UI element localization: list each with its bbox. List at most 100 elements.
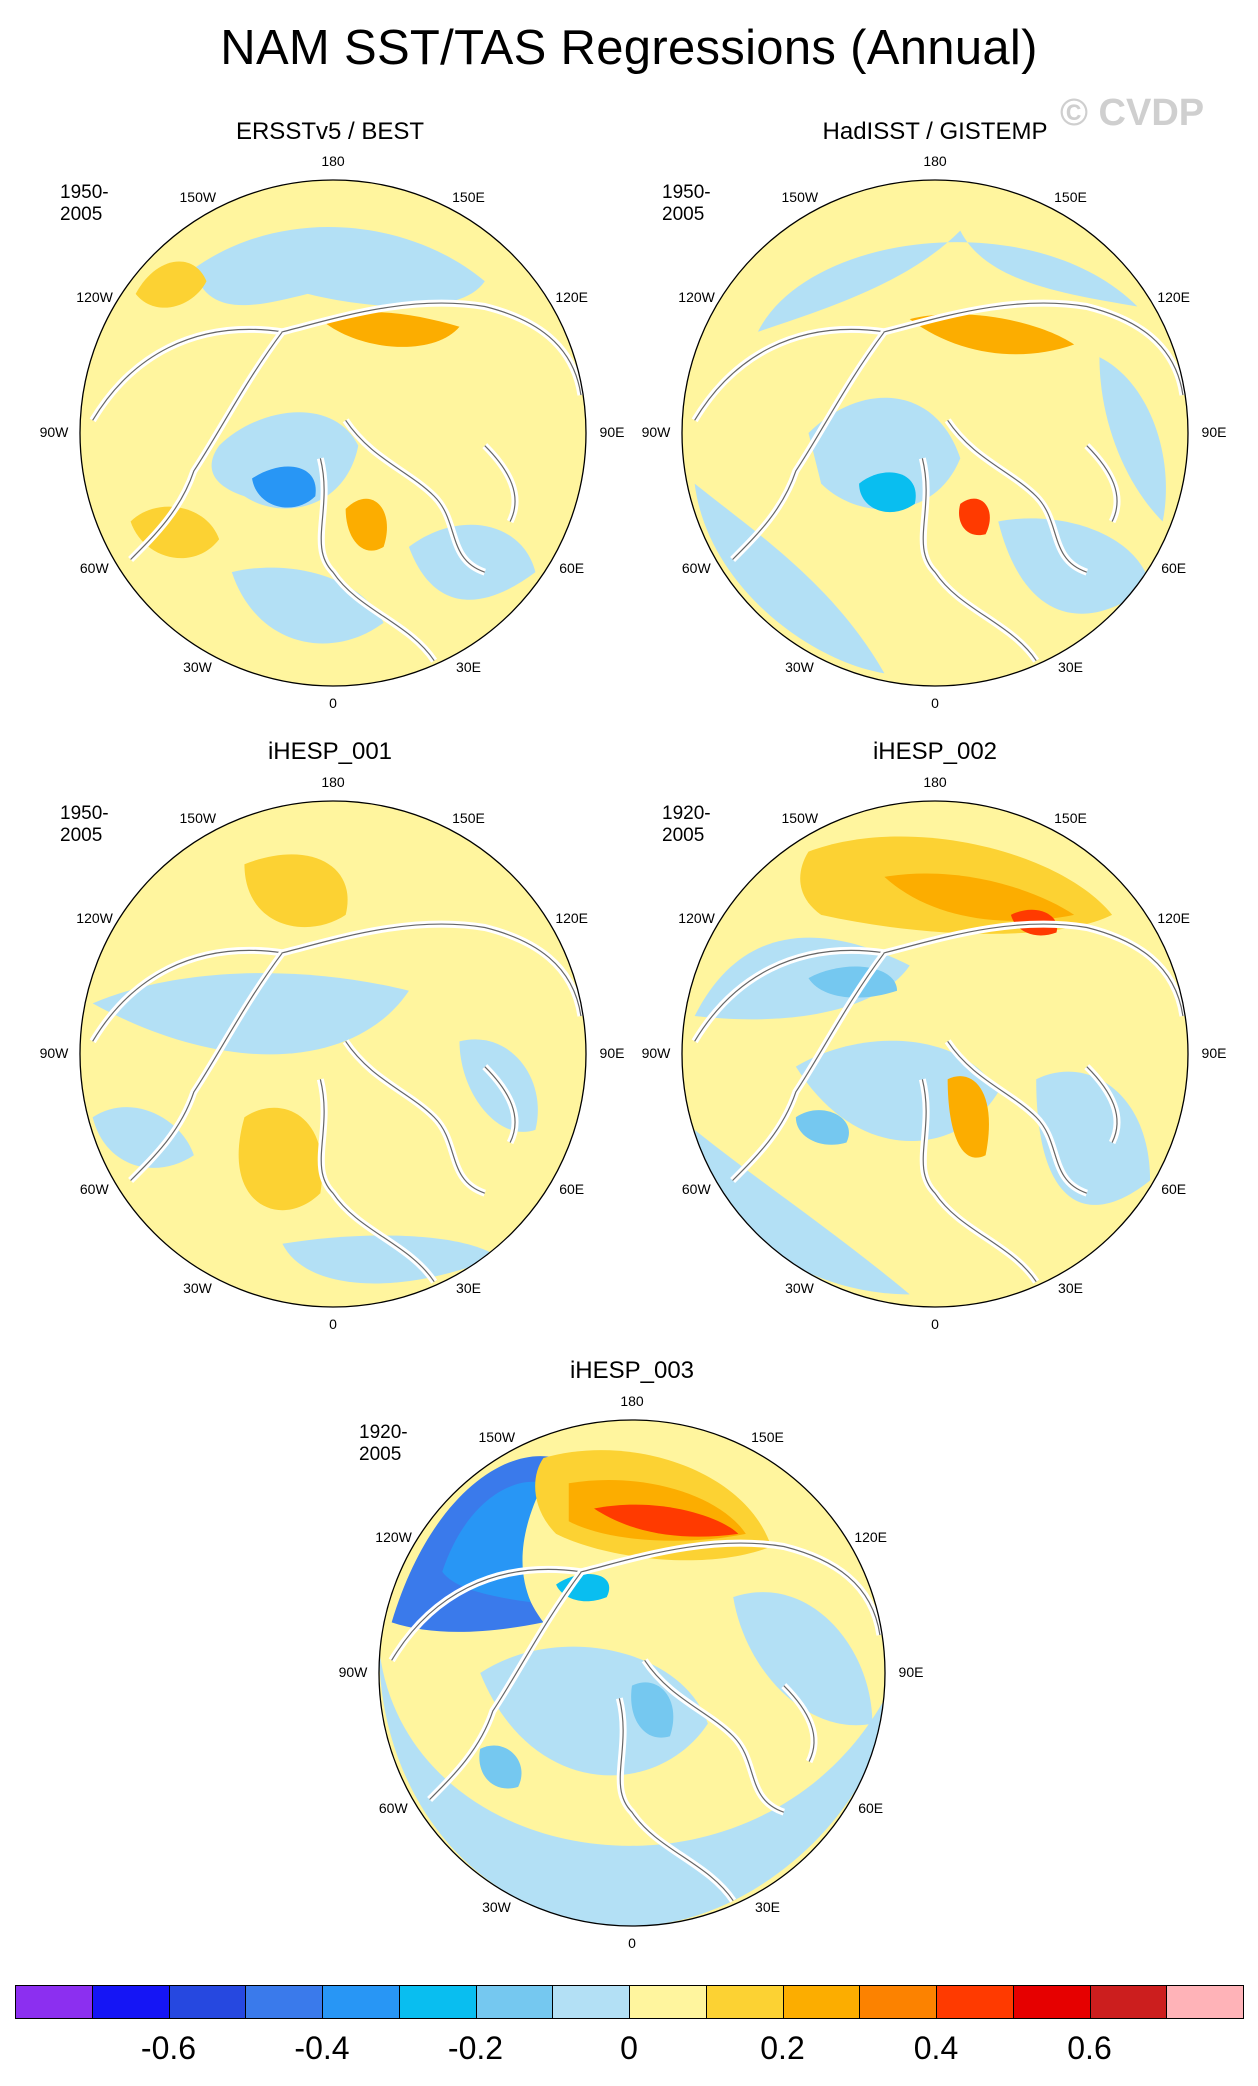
coastline-halo xyxy=(89,299,585,423)
coastline-halo xyxy=(89,920,585,1044)
longitude-label: 30W xyxy=(482,1898,511,1915)
colorbar-swatch xyxy=(629,1985,707,2019)
anomaly-region xyxy=(480,1646,708,1776)
anomaly-region xyxy=(795,1110,849,1145)
coastline-halo xyxy=(691,299,1187,423)
longitude-label: 0 xyxy=(931,695,939,711)
anomaly-region xyxy=(694,1129,910,1295)
longitude-label: 120W xyxy=(678,288,715,305)
coastline xyxy=(921,1079,1037,1283)
anomaly-region xyxy=(391,1456,557,1632)
anomaly-region xyxy=(594,1504,739,1537)
anomaly-region xyxy=(556,1573,610,1602)
colorbar-swatch xyxy=(859,1985,937,2019)
longitude-label: 120E xyxy=(1157,909,1191,926)
panel-period: 1950-2005 xyxy=(60,803,109,846)
coastline-halo xyxy=(781,1683,818,1764)
coastline xyxy=(644,1660,784,1813)
coastline-halo xyxy=(427,1569,585,1802)
coastline-halo xyxy=(482,443,519,524)
map-background xyxy=(682,801,1188,1307)
longitude-label: 180 xyxy=(321,153,345,169)
anomaly-region xyxy=(959,498,990,536)
longitude-label: 30W xyxy=(785,1279,814,1296)
longitude-label: 90E xyxy=(1201,424,1227,440)
coastline xyxy=(92,923,582,1042)
anomaly-region xyxy=(238,1107,323,1211)
coastline-halo xyxy=(316,1078,438,1284)
anomaly-region xyxy=(92,1107,194,1168)
coastline-halo xyxy=(1084,443,1121,524)
anomaly-region xyxy=(92,973,409,1055)
colorbar-swatch xyxy=(782,1985,861,2019)
coastline-halo xyxy=(944,1039,1089,1197)
longitude-label: 90E xyxy=(599,1045,625,1061)
cvdp-watermark: © CVDP xyxy=(1060,92,1205,134)
longitude-label: 90W xyxy=(641,424,671,440)
coastline-halo xyxy=(128,329,286,562)
longitude-label: 30E xyxy=(456,1279,481,1296)
coastline-halo xyxy=(482,1064,519,1145)
map-background xyxy=(682,180,1188,686)
coastline xyxy=(618,1698,734,1902)
anomaly-region xyxy=(130,506,220,559)
anomaly-region xyxy=(568,1479,746,1541)
longitude-label: 30E xyxy=(755,1898,780,1915)
anomaly-region xyxy=(1010,909,1058,936)
colorbar-tick-label: -0.4 xyxy=(294,2030,350,2066)
coastline xyxy=(484,1066,516,1143)
colorbar xyxy=(15,1985,1244,2021)
anomaly-region xyxy=(1099,357,1166,522)
map-border xyxy=(79,800,587,1308)
panel-period: 1920-2005 xyxy=(662,803,711,846)
longitude-label: 60W xyxy=(681,559,711,576)
coastline xyxy=(130,331,283,560)
anomaly-region xyxy=(193,226,485,307)
longitude-label: 120E xyxy=(555,909,589,926)
anomaly-region xyxy=(320,311,460,347)
anomaly-region xyxy=(733,1592,873,1726)
coastline-halo xyxy=(691,920,1187,1044)
anomaly-region xyxy=(211,412,359,509)
longitude-label: 120W xyxy=(76,288,113,305)
colorbar-swatch xyxy=(398,1985,477,2019)
longitude-label: 120E xyxy=(854,1528,888,1545)
longitude-label: 150E xyxy=(452,189,485,206)
coastline-halo xyxy=(342,418,487,576)
colorbar-tick-label: -0.6 xyxy=(140,2030,197,2066)
coastline-halo xyxy=(1084,1064,1121,1145)
longitude-label: 60E xyxy=(858,1799,884,1816)
longitude-label: 60W xyxy=(681,1180,711,1197)
coastline-halo xyxy=(918,1078,1040,1284)
longitude-label: 90E xyxy=(1201,1045,1227,1061)
longitude-label: 60E xyxy=(559,1180,585,1197)
coastline xyxy=(732,331,885,560)
longitude-label: 30E xyxy=(1058,658,1083,675)
map-border xyxy=(681,800,1189,1308)
anomaly-region xyxy=(135,261,207,308)
colorbar-swatch xyxy=(705,1985,784,2019)
coastline xyxy=(92,302,582,421)
colorbar-swatch xyxy=(936,1985,1014,2019)
coastline xyxy=(947,1041,1087,1194)
longitude-label: 180 xyxy=(321,774,345,790)
longitude-label: 90W xyxy=(39,1045,69,1061)
map-border xyxy=(378,1419,886,1927)
colorbar-tick-label: 0 xyxy=(620,2030,638,2066)
panel-title: iHESP_003 xyxy=(569,1357,695,1384)
map-border xyxy=(79,179,587,687)
anomaly-region xyxy=(909,314,1075,355)
anomaly-region xyxy=(884,873,1075,921)
longitude-label: 150W xyxy=(478,1429,516,1446)
anomaly-region xyxy=(859,472,916,513)
coastline xyxy=(783,1685,815,1762)
colorbar-tick-label: 0.2 xyxy=(760,2030,805,2066)
longitude-label: 120W xyxy=(375,1528,412,1545)
longitude-label: 150W xyxy=(179,810,217,827)
longitude-label: 30W xyxy=(183,1279,212,1296)
panel-period: 1950-2005 xyxy=(60,182,109,225)
coastline-halo xyxy=(730,329,888,562)
coastline-halo xyxy=(128,950,286,1183)
